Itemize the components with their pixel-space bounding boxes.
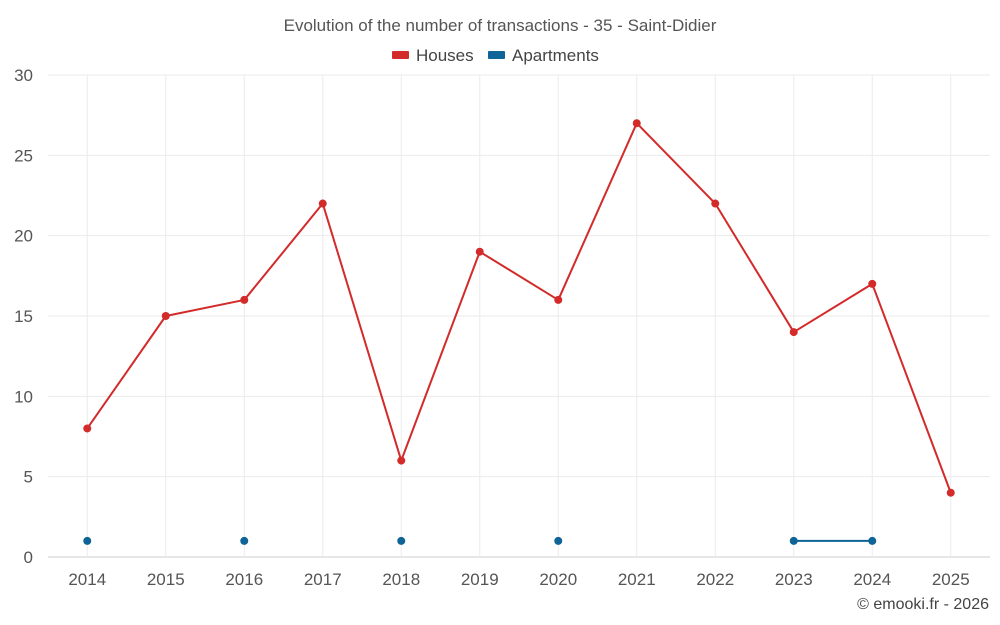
x-tick-label: 2019 [461, 570, 499, 589]
data-point-houses[interactable] [711, 199, 720, 208]
series-apartments [83, 536, 877, 545]
x-tick-label: 2014 [68, 570, 106, 589]
data-point-apartments[interactable] [868, 536, 877, 545]
data-point-houses[interactable] [554, 295, 563, 304]
x-axis-ticks: 2014 2015 2016 2017 2018 2019 2020 2021 2022 2023… [68, 570, 969, 589]
legend-swatch-houses [392, 51, 409, 59]
series-line-houses [86, 122, 952, 494]
x-tick-label: 2018 [382, 570, 420, 589]
data-point-houses[interactable] [240, 295, 249, 304]
data-point-houses[interactable] [161, 312, 170, 320]
data-point-apartments[interactable] [554, 536, 563, 545]
data-point-houses[interactable] [83, 424, 92, 433]
x-tick-label: 2017 [304, 570, 342, 589]
y-tick-label: 0 [24, 548, 33, 567]
y-tick-label: 25 [14, 146, 33, 165]
x-tick-label: 2022 [696, 570, 734, 589]
data-point-houses[interactable] [946, 488, 955, 497]
y-tick-label: 5 [24, 468, 33, 487]
x-tick-label: 2020 [539, 570, 577, 589]
legend-item-apartments[interactable]: Apartments [488, 46, 599, 65]
grid [48, 74, 990, 558]
y-axis-ticks: 0 5 10 15 20 25 30 [14, 66, 33, 567]
legend-swatch-apartments [488, 51, 505, 59]
legend-label-apartments: Apartments [512, 46, 599, 65]
legend-item-houses[interactable]: Houses [392, 46, 474, 65]
data-point-houses[interactable] [475, 247, 484, 256]
data-point-houses[interactable] [789, 328, 798, 337]
data-point-apartments[interactable] [789, 536, 798, 545]
x-tick-label: 2021 [618, 570, 656, 589]
x-tick-label: 2025 [932, 570, 970, 589]
data-point-houses[interactable] [397, 456, 406, 465]
x-tick-label: 2015 [147, 570, 185, 589]
x-tick-label: 2024 [853, 570, 891, 589]
legend-label-houses: Houses [416, 46, 474, 65]
y-tick-label: 30 [14, 66, 33, 85]
y-tick-label: 10 [14, 387, 33, 406]
x-tick-label: 2016 [225, 570, 263, 589]
data-point-houses[interactable] [632, 119, 641, 128]
series-layer [83, 119, 955, 545]
data-point-apartments[interactable] [397, 536, 406, 545]
data-point-apartments[interactable] [83, 536, 92, 545]
chart-title: Evolution of the number of transactions … [284, 16, 717, 35]
data-point-apartments[interactable] [240, 536, 249, 545]
data-point-houses[interactable] [868, 279, 877, 288]
series-houses [83, 119, 955, 497]
legend: Houses Apartments [392, 46, 599, 65]
data-point-houses[interactable] [318, 199, 327, 208]
credit-text: © emooki.fr - 2026 [857, 596, 989, 613]
y-tick-label: 15 [14, 307, 33, 326]
y-tick-label: 20 [14, 227, 33, 246]
x-tick-label: 2023 [775, 570, 813, 589]
